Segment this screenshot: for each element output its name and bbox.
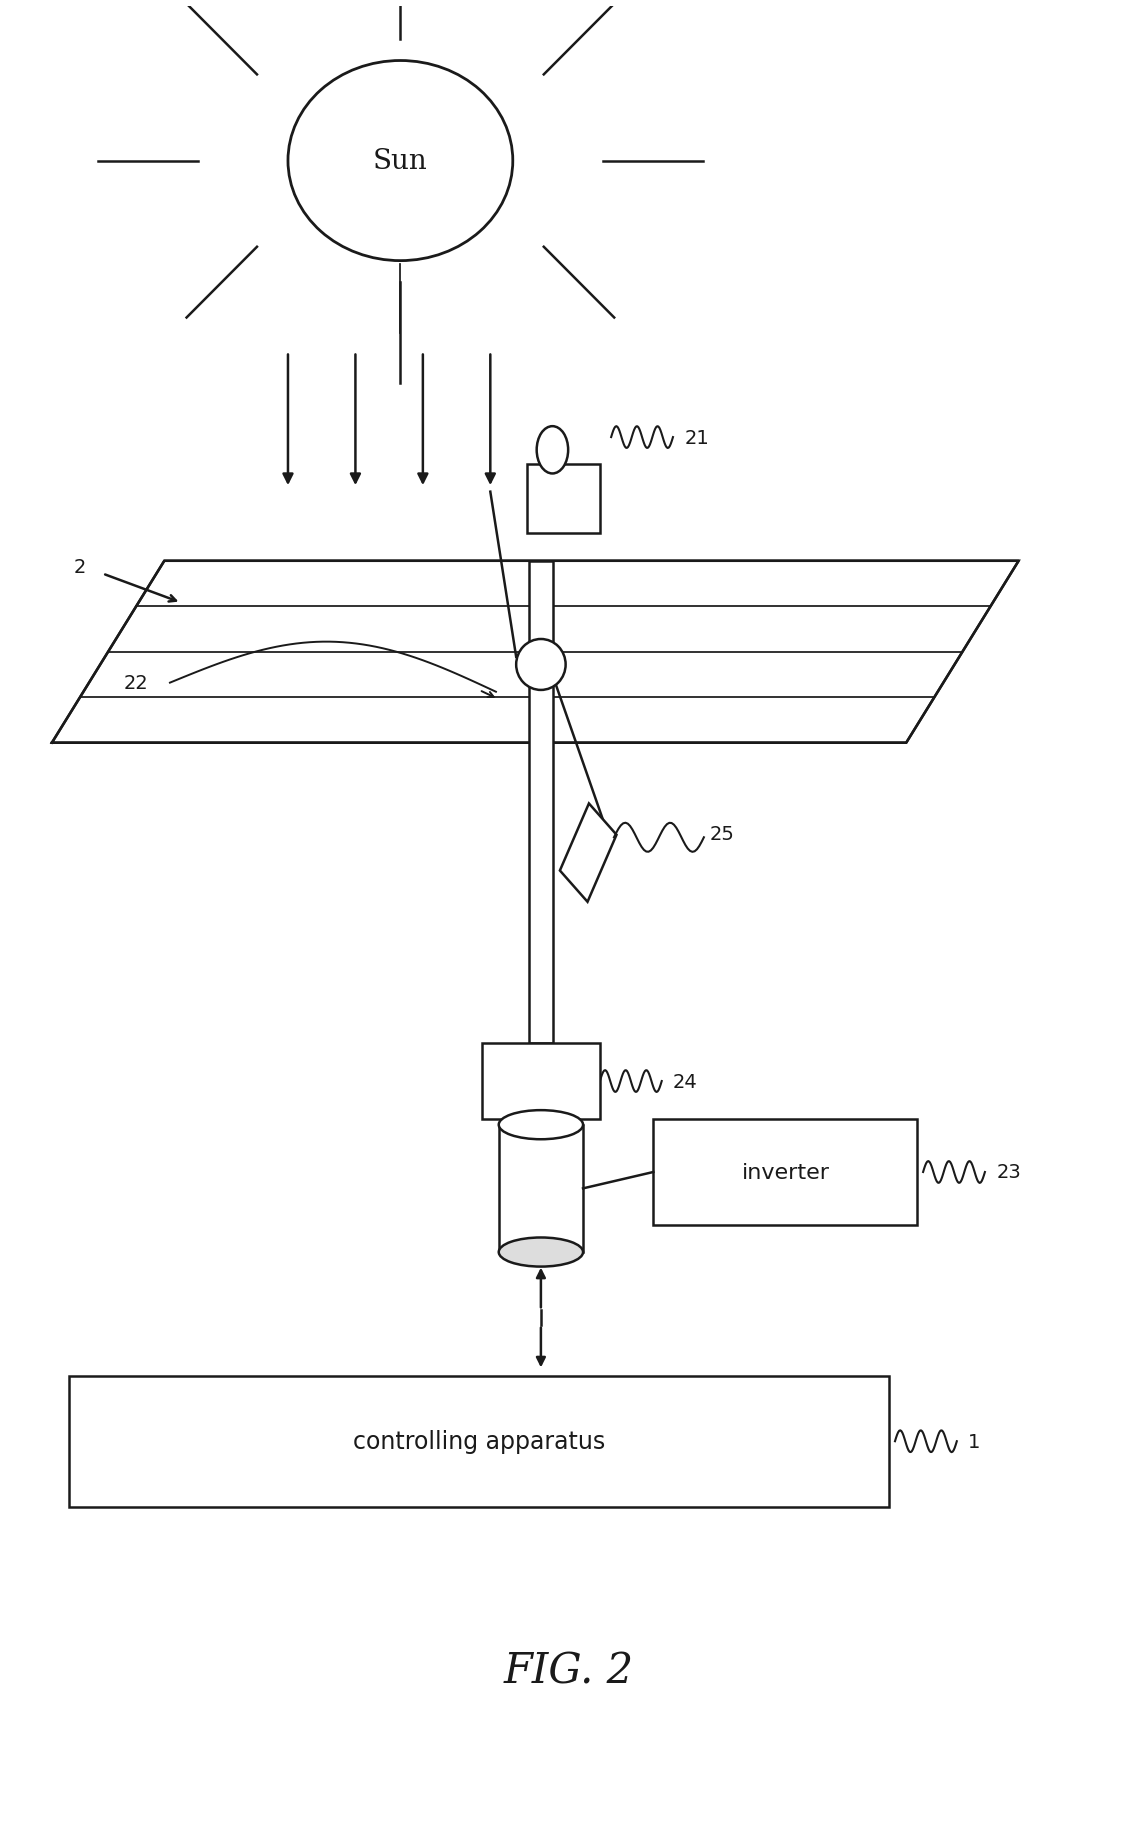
- Bar: [68, 1376, 890, 1508]
- Ellipse shape: [288, 62, 513, 262]
- Ellipse shape: [517, 639, 566, 691]
- Text: controlling apparatus: controlling apparatus: [353, 1429, 605, 1453]
- Text: 2: 2: [74, 557, 86, 577]
- Ellipse shape: [498, 1110, 583, 1140]
- Text: FIG. 2: FIG. 2: [504, 1649, 634, 1691]
- Bar: [481, 1042, 600, 1119]
- Text: 21: 21: [684, 429, 709, 447]
- Text: 23: 23: [996, 1163, 1021, 1182]
- Text: 1: 1: [968, 1433, 981, 1451]
- Polygon shape: [52, 561, 1019, 744]
- Bar: [527, 465, 600, 535]
- Text: inverter: inverter: [741, 1161, 830, 1182]
- Text: Sun: Sun: [373, 148, 428, 176]
- Bar: [528, 561, 553, 1042]
- Ellipse shape: [537, 427, 568, 474]
- Text: 24: 24: [673, 1072, 698, 1090]
- Ellipse shape: [498, 1238, 583, 1268]
- Text: 22: 22: [124, 674, 149, 692]
- Bar: [498, 1125, 583, 1253]
- Text: 25: 25: [709, 824, 734, 845]
- Bar: [653, 1119, 917, 1226]
- Bar: [560, 804, 617, 903]
